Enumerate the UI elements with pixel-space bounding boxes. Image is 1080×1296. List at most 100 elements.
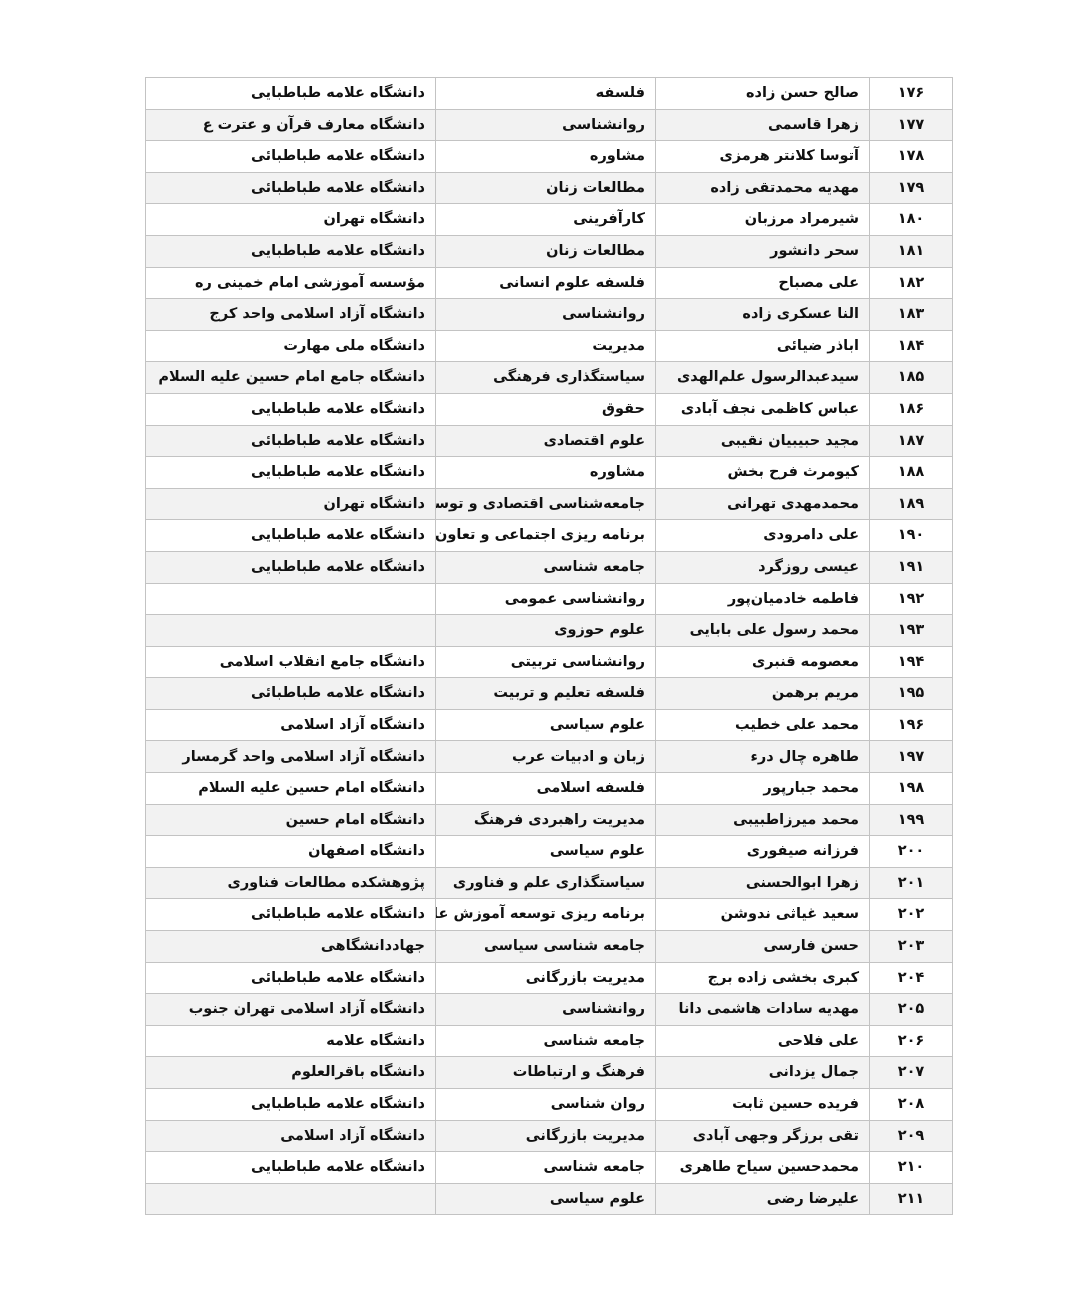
row-number-cell: ۱۹۳ (869, 614, 953, 647)
table-row: ۲۰۸ فریده حسین ثابت روان شناسی دانشگاه علام… (145, 1088, 953, 1121)
field-cell: روانشناسی (435, 298, 656, 331)
row-number-cell: ۱۹۵ (869, 677, 953, 710)
field-cell: فلسفه علوم انسانی (435, 266, 656, 300)
table-row: ۱۸۱ سحر دانشور مطالعات زنان دانشگاه علامه ط… (145, 234, 953, 268)
row-number-cell: ۲۰۸ (869, 1088, 953, 1121)
field-cell: فلسفه اسلامی (435, 772, 656, 805)
table-row: ۱۸۳ النا عسکری زاده روانشناسی دانشگاه آزاد … (145, 298, 953, 331)
field-cell: روان شناسی (435, 1088, 656, 1121)
faculty-table-container: ۱۷۶ صالح حسن زاده فلسفه دانشگاه علامه طباطب… (145, 77, 953, 1216)
university-cell: دانشگاه امام حسین علیه السلام (145, 772, 436, 805)
university-cell (145, 614, 436, 647)
table-row: ۲۱۱ علیرضا رضی علوم سیاسی (145, 1182, 953, 1216)
row-number-cell: ۱۹۴ (869, 645, 953, 679)
row-number-cell: ۱۸۴ (869, 329, 953, 363)
university-cell: مؤسسه آموزشی امام خمینی ره (145, 266, 436, 300)
table-row: ۱۹۵ مریم برهمن فلسفه تعلیم و تربیت دانشگاه … (145, 677, 953, 710)
name-cell: طاهره چال درء (655, 740, 870, 774)
table-row: ۲۰۵ مهدیه سادات هاشمی دانا روانشناسی دانشگا… (145, 993, 953, 1026)
name-cell: علی فلاحی (655, 1024, 870, 1058)
row-number-cell: ۱۹۹ (869, 803, 953, 837)
field-cell: فرهنگ و ارتباطات (435, 1056, 656, 1089)
field-cell: روانشناسی تربیتی (435, 645, 656, 679)
row-number-cell: ۲۰۵ (869, 993, 953, 1026)
university-cell: دانشگاه اصفهان (145, 835, 436, 868)
name-cell: کیومرث فرح بخش (655, 456, 870, 489)
name-cell: محمد علی خطیب (655, 708, 870, 742)
table-row: ۲۰۰ فرزانه صیفوری علوم سیاسی دانشگاه اصفهان (145, 835, 953, 868)
university-cell: دانشگاه ملی مهارت (145, 329, 436, 363)
name-cell: النا عسکری زاده (655, 298, 870, 331)
row-number-cell: ۱۹۷ (869, 740, 953, 774)
row-number-cell: ۱۸۶ (869, 392, 953, 426)
row-number-cell: ۱۸۰ (869, 203, 953, 236)
table-row: ۲۰۳ حسن فارسی جامعه شناسی سیاسی جهاددانشگاه… (145, 930, 953, 963)
university-cell: دانشگاه علامه طباطبایی (145, 519, 436, 552)
table-row: ۱۹۶ محمد علی خطیب علوم سیاسی دانشگاه آزاد ا… (145, 708, 953, 742)
name-cell: معصومه قنبری (655, 645, 870, 679)
university-cell: دانشگاه آزاد اسلامی واحد گرمسار (145, 740, 436, 774)
name-cell: محمدمهدی تهرانی (655, 487, 870, 521)
name-cell: زهرا ابوالحسنی (655, 866, 870, 900)
name-cell: فرزانه صیفوری (655, 835, 870, 868)
field-cell: جامعه شناسی (435, 1151, 656, 1184)
name-cell: محمد رسول علی بابایی (655, 614, 870, 647)
university-cell: دانشگاه جامع امام حسین علیه السلام (145, 361, 436, 394)
faculty-table: ۱۷۶ صالح حسن زاده فلسفه دانشگاه علامه طباطب… (145, 77, 953, 1216)
university-cell: جهاددانشگاهی (145, 930, 436, 963)
row-number-cell: ۱۹۲ (869, 582, 953, 616)
field-cell: مطالعات زنان (435, 234, 656, 268)
university-cell: دانشگاه باقرالعلوم (145, 1056, 436, 1089)
row-number-cell: ۱۹۶ (869, 708, 953, 742)
row-number-cell: ۱۸۸ (869, 456, 953, 489)
table-row: ۲۰۲ سعید غیاثی ندوشن برنامه ریزی توسعه آمو… (145, 898, 953, 932)
row-number-cell: ۱۷۷ (869, 108, 953, 142)
name-cell: سیدعبدالرسول علم‌الهدی (655, 361, 870, 394)
university-cell: دانشگاه آزاد اسلامی تهران جنوب (145, 993, 436, 1026)
table-row: ۱۹۳ محمد رسول علی بابایی علوم حوزوی (145, 614, 953, 647)
name-cell: صالح حسن زاده (655, 77, 870, 110)
university-cell: دانشگاه علامه طباطبایی (145, 550, 436, 584)
name-cell: کبری بخشی زاده برج (655, 961, 870, 995)
table-row: ۱۸۷ مجید حبیبیان نقیبی علوم اقتصادی دانشگاه… (145, 424, 953, 458)
name-cell: مهدیه سادات هاشمی دانا (655, 993, 870, 1026)
university-cell: دانشگاه علامه طباطبایی (145, 77, 436, 110)
table-row: ۱۸۵ سیدعبدالرسول علم‌الهدی سیاستگذاری فرهن… (145, 361, 953, 394)
university-cell: دانشگاه آزاد اسلامی (145, 1119, 436, 1153)
university-cell: پژوهشکده مطالعات فناوری (145, 866, 436, 900)
row-number-cell: ۲۰۰ (869, 835, 953, 868)
university-cell: دانشگاه آزاد اسلامی واحد کرج (145, 298, 436, 331)
field-cell: مشاوره (435, 456, 656, 489)
row-number-cell: ۱۸۵ (869, 361, 953, 394)
row-number-cell: ۲۰۳ (869, 930, 953, 963)
row-number-cell: ۱۷۸ (869, 140, 953, 173)
university-cell: دانشگاه معارف قرآن و عترت ع (145, 108, 436, 142)
row-number-cell: ۲۱۱ (869, 1182, 953, 1216)
row-number-cell: ۲۰۲ (869, 898, 953, 932)
row-number-cell: ۲۰۶ (869, 1024, 953, 1058)
table-row: ۲۰۶ علی فلاحی جامعه شناسی دانشگاه علامه (145, 1024, 953, 1058)
university-cell: دانشگاه علامه طباطبایی (145, 234, 436, 268)
row-number-cell: ۱۸۲ (869, 266, 953, 300)
row-number-cell: ۲۰۷ (869, 1056, 953, 1089)
university-cell (145, 1182, 436, 1216)
row-number-cell: ۱۷۹ (869, 171, 953, 205)
university-cell: دانشگاه علامه طباطبائی (145, 424, 436, 458)
university-cell: دانشگاه علامه طباطبائی (145, 171, 436, 205)
name-cell: علیرضا رضی (655, 1182, 870, 1216)
university-cell: دانشگاه علامه طباطبایی (145, 1088, 436, 1121)
field-cell: علوم اقتصادی (435, 424, 656, 458)
name-cell: مجید حبیبیان نقیبی (655, 424, 870, 458)
university-cell (145, 582, 436, 616)
field-cell: برنامه ریزی اجتماعی و تعاون (435, 519, 656, 552)
field-cell: حقوق (435, 392, 656, 426)
university-cell: دانشگاه علامه طباطبائی (145, 677, 436, 710)
name-cell: مریم برهمن (655, 677, 870, 710)
table-row: ۲۰۷ جمال یزدانی فرهنگ و ارتباطات دانشگاه با… (145, 1056, 953, 1089)
field-cell: روانشناسی (435, 993, 656, 1026)
name-cell: مهدیه محمدتقی زاده (655, 171, 870, 205)
field-cell: کارآفرینی (435, 203, 656, 236)
row-number-cell: ۲۰۴ (869, 961, 953, 995)
table-row: ۱۹۴ معصومه قنبری روانشناسی تربیتی دانشگاه ج… (145, 645, 953, 679)
field-cell: برنامه ریزی توسعه آموزش عالی (435, 898, 656, 932)
